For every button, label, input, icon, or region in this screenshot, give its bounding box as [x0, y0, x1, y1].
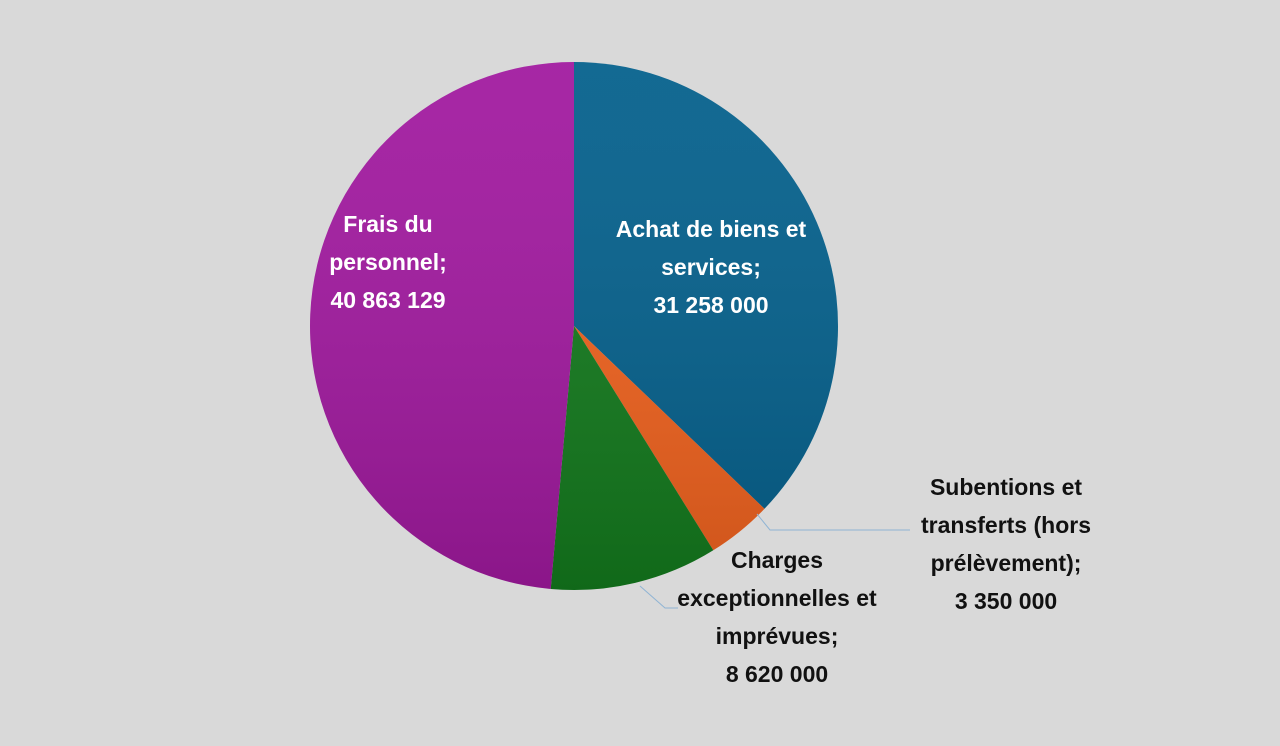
- value-label: 3 350 000: [954, 588, 1058, 614]
- data-label: Frais du personnel; 40 863 129: [303, 205, 473, 319]
- label-separator: ;: [439, 249, 447, 275]
- category-label: Frais du personnel: [329, 211, 440, 275]
- category-label: Charges exceptionnelles et imprévues: [677, 547, 877, 649]
- label-separator: ;: [1073, 550, 1082, 576]
- leader-line: [639, 585, 678, 609]
- leader-line: [756, 513, 910, 531]
- pie-slice: [309, 62, 574, 589]
- category-label: Achat de biens et services: [615, 216, 807, 280]
- value-label: 31 258 000: [653, 292, 769, 318]
- value-label: 40 863 129: [330, 287, 446, 313]
- category-label: Subentions et transferts (hors prélèveme…: [921, 474, 1091, 576]
- data-label: Achat de biens et services; 31 258 000: [606, 210, 816, 324]
- label-separator: ;: [830, 623, 839, 649]
- data-label: Subentions et transferts (hors prélèveme…: [906, 468, 1106, 620]
- data-label: Charges exceptionnelles et imprévues; 8 6…: [672, 541, 882, 693]
- label-separator: ;: [753, 254, 761, 280]
- value-label: 8 620 000: [725, 661, 829, 687]
